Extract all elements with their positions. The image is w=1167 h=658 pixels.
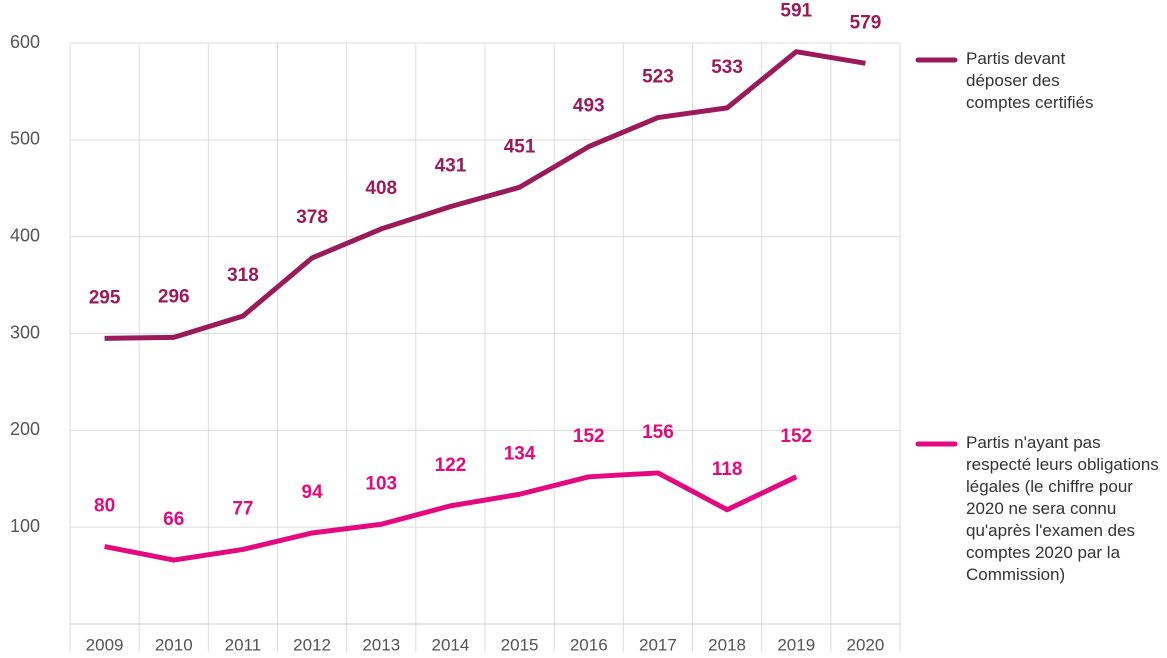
data-label: 318 xyxy=(227,265,259,286)
data-label: 80 xyxy=(94,496,115,517)
data-label: 378 xyxy=(296,207,328,228)
data-label: 134 xyxy=(504,443,536,464)
data-label: 533 xyxy=(711,57,743,78)
legend-label: Partis n'ayant pas respecté leurs obliga… xyxy=(966,433,1159,584)
data-label: 152 xyxy=(780,426,812,447)
series-line xyxy=(104,470,798,563)
y-tick-label: 100 xyxy=(10,516,40,536)
x-tick-label: 2014 xyxy=(432,635,470,654)
x-tick-label: 2012 xyxy=(293,635,331,654)
x-tick-label: 2019 xyxy=(777,635,815,654)
x-tick-label: 2009 xyxy=(86,635,124,654)
data-label: 295 xyxy=(89,287,121,308)
data-label: 451 xyxy=(504,136,536,157)
data-label: 156 xyxy=(642,422,674,443)
x-tick-label: 2010 xyxy=(155,635,193,654)
data-label: 103 xyxy=(365,473,397,494)
data-label: 77 xyxy=(232,498,253,519)
legend-label: Partis devant déposer des comptes certif… xyxy=(966,49,1094,112)
x-tick-label: 2017 xyxy=(639,635,677,654)
y-tick-label: 500 xyxy=(10,129,40,149)
series-line xyxy=(104,49,866,341)
x-tick-label: 2020 xyxy=(847,635,885,654)
data-label: 591 xyxy=(780,1,812,22)
x-tick-label: 2018 xyxy=(708,635,746,654)
y-tick-label: 600 xyxy=(10,32,40,52)
y-tick-label: 200 xyxy=(10,419,40,439)
data-label: 579 xyxy=(850,12,882,33)
x-tick-label: 2013 xyxy=(362,635,400,654)
data-label: 94 xyxy=(302,482,324,503)
data-label: 523 xyxy=(642,67,674,88)
y-tick-label: 300 xyxy=(10,322,40,342)
x-tick-label: 2016 xyxy=(570,635,608,654)
data-label: 118 xyxy=(712,459,743,480)
x-tick-label: 2011 xyxy=(225,635,262,654)
data-label: 122 xyxy=(435,455,467,476)
data-label: 66 xyxy=(163,509,184,530)
data-label: 493 xyxy=(573,96,605,117)
x-tick-label: 2015 xyxy=(501,635,539,654)
data-label: 296 xyxy=(158,286,190,307)
data-label: 408 xyxy=(365,178,397,199)
y-tick-label: 400 xyxy=(10,225,40,245)
data-label: 152 xyxy=(573,426,605,447)
data-label: 431 xyxy=(435,156,467,177)
